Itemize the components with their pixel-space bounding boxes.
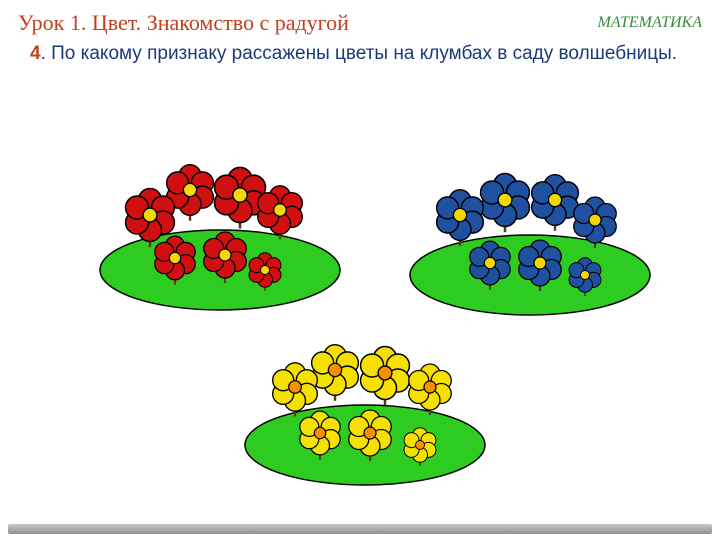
flower-icon [312, 345, 359, 401]
subject-label: МАТЕМАТИКА [597, 10, 702, 32]
question-number: 4 [30, 43, 41, 64]
question-text: 4. По какому признаку рассажены цветы на… [0, 36, 720, 67]
yellow-bed [235, 315, 495, 500]
flower-icon [273, 363, 318, 417]
flower-icon [409, 364, 452, 415]
red-bed [90, 140, 350, 325]
flower-icon [437, 190, 484, 246]
flower-icon [361, 347, 410, 406]
flower-icon [258, 186, 303, 240]
flower-icon [481, 174, 530, 233]
blue-bed [400, 145, 660, 330]
illustration-canvas [0, 110, 720, 510]
bottom-bar [8, 524, 712, 534]
flower-icon [532, 175, 579, 231]
question-body: . По какому признаку рассажены цветы на … [41, 43, 678, 64]
lesson-title: Урок 1. Цвет. Знакомство с радугой [18, 10, 349, 36]
